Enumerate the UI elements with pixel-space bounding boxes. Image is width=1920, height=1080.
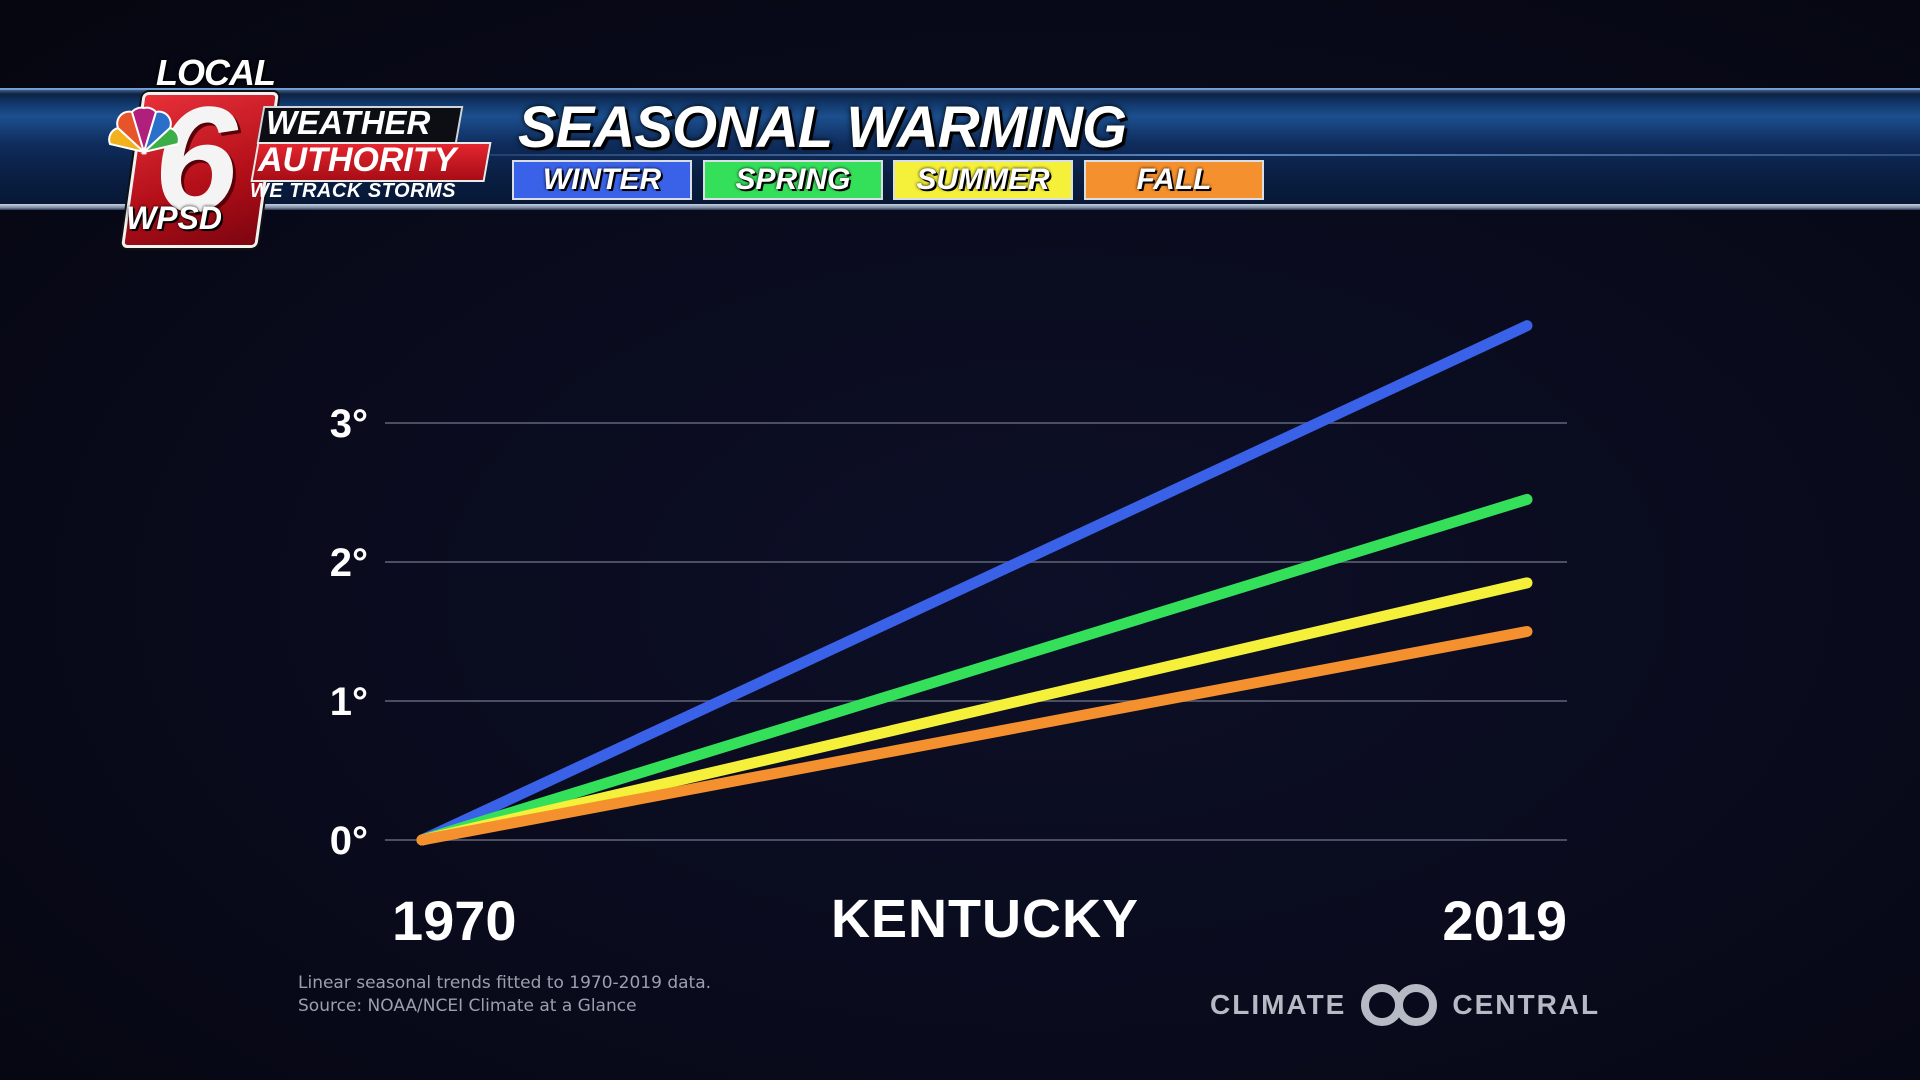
header-bottom-border xyxy=(0,204,1920,210)
legend-label-summer: SUMMER xyxy=(916,163,1050,196)
credit-left: CLIMATE xyxy=(1210,989,1347,1020)
series-line-fall xyxy=(416,626,1533,846)
logo-station-call-sign: WPSD xyxy=(126,200,222,236)
legend-label-fall: FALL xyxy=(1136,163,1212,196)
graphic-title: SEASONAL WARMING xyxy=(518,95,1127,160)
series-line-summer xyxy=(416,577,1533,846)
logo-tagline: WE TRACK STORMS xyxy=(250,180,457,202)
chart-location-label: KENTUCKY xyxy=(830,889,1139,949)
legend-label-spring: SPRING xyxy=(735,163,851,196)
y-tick-label: 0° xyxy=(330,819,368,863)
gridlines xyxy=(385,422,1567,841)
x-tick-label: 2019 xyxy=(1442,889,1567,952)
legend-label-winter: WINTER xyxy=(542,163,662,196)
y-tick-label: 2° xyxy=(330,541,368,585)
climate-central-logo: CLIMATE CENTRAL xyxy=(1210,980,1600,1030)
header-shine xyxy=(0,88,1920,94)
credit-right: CENTRAL xyxy=(1452,989,1601,1020)
header-divider xyxy=(490,154,1920,156)
climate-central-mark-icon xyxy=(1361,984,1438,1026)
legend-chip-fall: FALL xyxy=(1084,160,1264,200)
x-tick-label: 1970 xyxy=(392,889,517,952)
footnote-source: Source: NOAA/NCEI Climate at a Glance xyxy=(298,996,637,1016)
y-tick-label: 3° xyxy=(330,402,368,446)
y-tick-label: 1° xyxy=(330,680,368,724)
series-line-winter xyxy=(416,320,1533,846)
series-line-spring xyxy=(416,493,1533,846)
logo-local: LOCAL xyxy=(156,52,276,93)
logo-authority: AUTHORITY xyxy=(258,141,457,179)
series-lines xyxy=(416,320,1533,846)
footnote: Linear seasonal trends fitted to 1970-20… xyxy=(298,972,711,1018)
legend-chip-spring: SPRING xyxy=(703,160,883,200)
peacock-icon xyxy=(108,106,180,156)
logo-six: 6 xyxy=(154,75,238,243)
station-logo: 6 LOCAL WPSD WEATHER AUTHORITY WE TRACK … xyxy=(100,50,500,248)
logo-weather: WEATHER xyxy=(266,104,431,141)
y-axis-ticks: 0° 1° 2° 3° xyxy=(330,402,368,863)
legend-chip-summer: SUMMER xyxy=(893,160,1073,200)
footnote-method: Linear seasonal trends fitted to 1970-20… xyxy=(298,973,712,993)
x-axis-ticks: 1970 2019 xyxy=(392,889,1567,952)
legend-chip-winter: WINTER xyxy=(512,160,692,200)
